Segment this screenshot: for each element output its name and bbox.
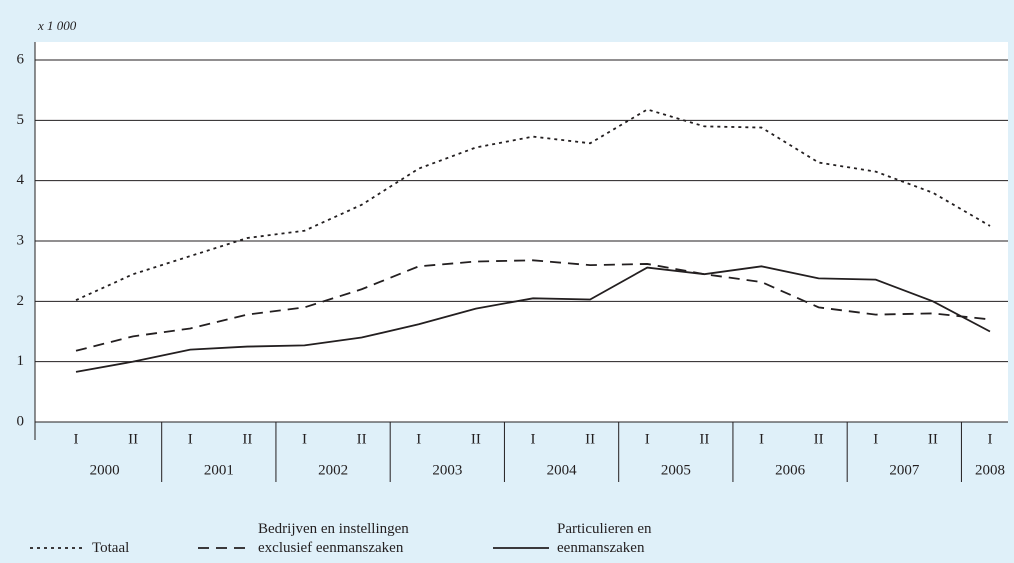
x-tick-label: I [988, 431, 993, 447]
plot-area [35, 42, 1008, 422]
year-label: 2003 [432, 462, 462, 478]
x-tick-label: II [814, 431, 824, 447]
x-tick-label: I [873, 431, 878, 447]
series-line [75, 108, 991, 301]
x-tick-label: II [242, 431, 252, 447]
x-tick-label: I [645, 431, 650, 447]
year-label: 2007 [889, 462, 920, 478]
x-tick-label: II [585, 431, 595, 447]
y-tick-label: 0 [17, 413, 25, 429]
x-tick-label: II [128, 431, 138, 447]
y-tick-label: 4 [17, 172, 25, 188]
x-tick-label: II [928, 431, 938, 447]
y-tick-label: 3 [17, 232, 25, 248]
y-tick-label: 6 [17, 51, 25, 67]
legend-label: Bedrijven en instellingen exclusief eenm… [258, 521, 409, 556]
legend-label: Totaal [92, 540, 130, 556]
x-tick-label: II [699, 431, 709, 447]
x-tick-label: I [74, 431, 79, 447]
year-label: 2008 [975, 462, 1005, 478]
x-tick-label: I [302, 431, 307, 447]
year-label: 2006 [775, 462, 806, 478]
y-tick-label: 1 [17, 353, 25, 369]
year-label: 2004 [547, 462, 578, 478]
legend-label: Particulieren en eenmanszaken [557, 521, 652, 556]
x-tick-label: I [416, 431, 421, 447]
series-line [75, 259, 991, 352]
unit-label: x 1 000 [37, 18, 77, 33]
x-tick-label: I [188, 431, 193, 447]
y-tick-label: 5 [17, 112, 25, 128]
x-tick-label: I [531, 431, 536, 447]
x-tick-label: II [357, 431, 367, 447]
x-tick-label: II [471, 431, 481, 447]
series-line [75, 265, 991, 373]
year-label: 2002 [318, 462, 348, 478]
year-label: 2000 [90, 462, 120, 478]
year-label: 2005 [661, 462, 691, 478]
y-tick-label: 2 [17, 293, 25, 309]
year-label: 2001 [204, 462, 234, 478]
x-tick-label: I [759, 431, 764, 447]
